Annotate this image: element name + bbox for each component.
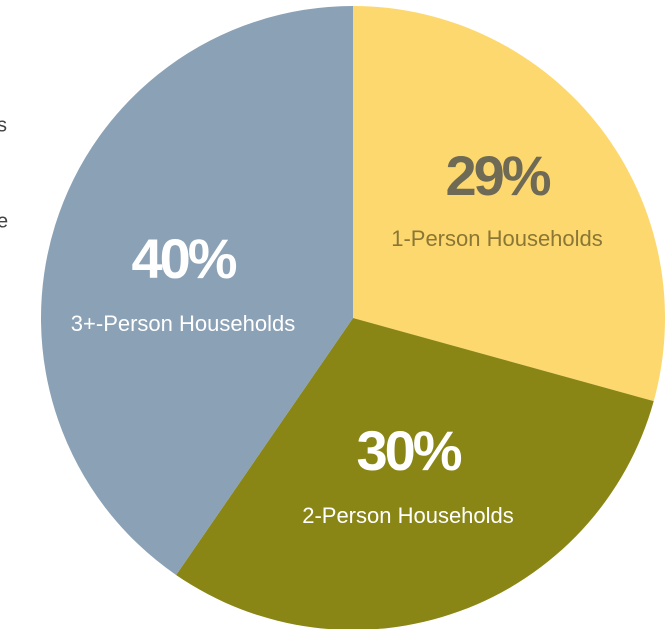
pie-slice	[353, 6, 665, 402]
value-label: 40%	[131, 227, 236, 290]
pie-slice	[40, 5, 354, 575]
cropped-text: e	[0, 210, 8, 232]
category-label: 2-Person Households	[302, 503, 514, 528]
pie-slice	[176, 318, 654, 629]
category-label: 3+-Person Households	[71, 311, 295, 336]
category-label: 1-Person Households	[391, 226, 603, 251]
cropped-text: s	[0, 114, 7, 136]
value-label: 30%	[356, 419, 461, 482]
value-label: 29%	[445, 144, 550, 207]
